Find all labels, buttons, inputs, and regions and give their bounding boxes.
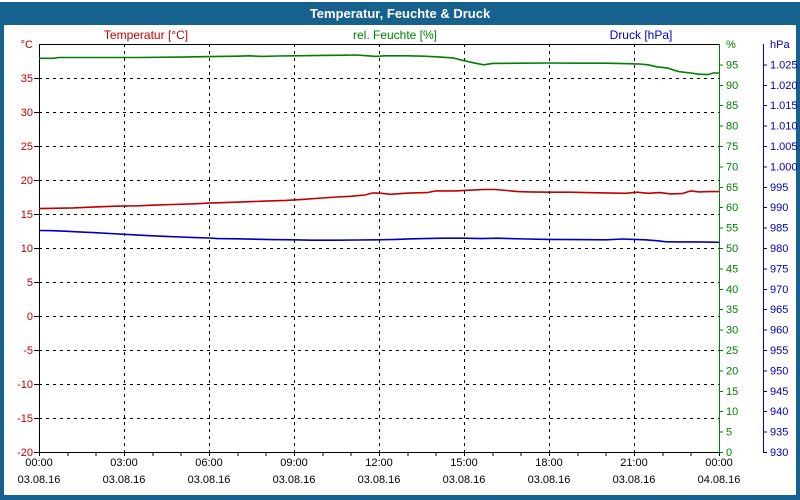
pressure-tick-label: 960 [770, 325, 788, 337]
humidity-tick-label: 10 [726, 406, 738, 418]
temperature-series-label: Temperatur [°C] [103, 28, 189, 42]
pressure-tick-label: 1.010 [770, 121, 798, 133]
humidity-series-label: rel. Feuchte [%] [352, 28, 438, 42]
pressure-tick-label: 980 [770, 243, 788, 255]
temperature-tick-label: -10 [17, 379, 33, 391]
humidity-tick-label: 35 [726, 304, 738, 316]
humidity-line [39, 54, 719, 76]
time-tick-label: 00:00 [25, 457, 53, 469]
date-tick-label: 03.08.16 [103, 474, 146, 486]
time-tick-label: 18:00 [535, 457, 563, 469]
date-tick-label: 03.08.16 [613, 474, 656, 486]
pressure-tick-label: 990 [770, 202, 788, 214]
pressure-tick-label: 965 [770, 304, 788, 316]
pressure-line [38, 229, 720, 244]
pressure-tick-label: 1.015 [770, 100, 798, 112]
temperature-tick-label: 0 [27, 311, 33, 323]
window-top-edge [0, 0, 800, 2]
date-tick-label: 03.08.16 [273, 474, 316, 486]
humidity-tick-label: 75 [726, 141, 738, 153]
pressure-tick-label: 1.025 [770, 59, 798, 71]
date-tick-label: 03.08.16 [18, 474, 61, 486]
humidity-tick-label: 15 [726, 386, 738, 398]
temperature-unit-label: °C [21, 39, 33, 51]
humidity-tick-label: 65 [726, 182, 738, 194]
humidity-unit-label: % [726, 39, 736, 51]
pressure-tick-label: 995 [770, 182, 788, 194]
date-tick-label: 03.08.16 [358, 474, 401, 486]
date-tick-label: 03.08.16 [188, 474, 231, 486]
humidity-tick-label: 50 [726, 243, 738, 255]
chart-title: Temperatur, Feuchte & Druck [309, 6, 491, 21]
humidity-tick-label: 70 [726, 161, 738, 173]
pressure-unit-label: hPa [770, 39, 790, 51]
humidity-tick-label: 85 [726, 100, 738, 112]
temperature-tick-label: -15 [17, 413, 33, 425]
pressure-tick-label: 945 [770, 386, 788, 398]
temperature-tick-label: -5 [23, 345, 33, 357]
humidity-tick-label: 60 [726, 202, 738, 214]
time-tick-label: 00:00 [705, 457, 733, 469]
temperature-tick-label: 20 [21, 175, 33, 187]
pressure-series-label: Druck [hPa] [609, 28, 673, 42]
time-tick-label: 03:00 [110, 457, 138, 469]
humidity-tick-label: 30 [726, 325, 738, 337]
time-tick-label: 15:00 [450, 457, 478, 469]
date-tick-label: 03.08.16 [443, 474, 486, 486]
time-tick-label: 21:00 [620, 457, 648, 469]
temperature-tick-label: 10 [21, 243, 33, 255]
date-tick-label: 03.08.16 [528, 474, 571, 486]
humidity-tick-label: 5 [726, 427, 732, 439]
pressure-axis: 1.025 1.020 1.015 1.010 1.005 1.000 995 990 985 9… [763, 39, 798, 459]
pressure-tick-label: 1.005 [770, 141, 798, 153]
humidity-tick-label: 25 [726, 345, 738, 357]
temperature-tick-label: 35 [21, 73, 33, 85]
humidity-tick-label: 40 [726, 284, 738, 296]
grid-lines [39, 44, 719, 452]
humidity-tick-label: 90 [726, 80, 738, 92]
temperature-tick-label: -20 [17, 447, 33, 459]
pressure-tick-label: 930 [770, 447, 788, 459]
temperature-tick-label: 15 [21, 209, 33, 221]
pressure-tick-label: 985 [770, 223, 788, 235]
pressure-tick-label: 935 [770, 427, 788, 439]
pressure-tick-label: 975 [770, 263, 788, 275]
title-bar: Temperatur, Feuchte & Druck [0, 2, 800, 25]
chart-area [4, 25, 796, 495]
pressure-tick-label: 970 [770, 284, 788, 296]
temperature-tick-label: 5 [27, 277, 33, 289]
pressure-tick-label: 1.000 [770, 161, 798, 173]
date-tick-label: 04.08.16 [698, 474, 741, 486]
pressure-tick-label: 955 [770, 345, 788, 357]
time-tick-label: 12:00 [365, 457, 393, 469]
pressure-tick-label: 940 [770, 406, 788, 418]
time-axis: 00:00 03.08.16 03:00 03.08.16 06:00 03.08.16 0… [18, 452, 741, 486]
time-tick-label: 06:00 [195, 457, 223, 469]
humidity-tick-label: 20 [726, 365, 738, 377]
humidity-tick-label: 0 [726, 447, 732, 459]
humidity-tick-label: 45 [726, 263, 738, 275]
pressure-tick-label: 1.020 [770, 80, 798, 92]
time-tick-label: 09:00 [280, 457, 308, 469]
humidity-tick-label: 55 [726, 223, 738, 235]
temperature-axis: 35 30 25 20 15 10 5 0 -5 -10 -15 -20 °C [17, 39, 39, 459]
pressure-tick-label: 950 [770, 365, 788, 377]
temperature-line [38, 188, 719, 210]
temperature-tick-label: 30 [21, 107, 33, 119]
humidity-tick-label: 95 [726, 59, 738, 71]
humidity-tick-label: 80 [726, 121, 738, 133]
temperature-tick-label: 25 [21, 141, 33, 153]
